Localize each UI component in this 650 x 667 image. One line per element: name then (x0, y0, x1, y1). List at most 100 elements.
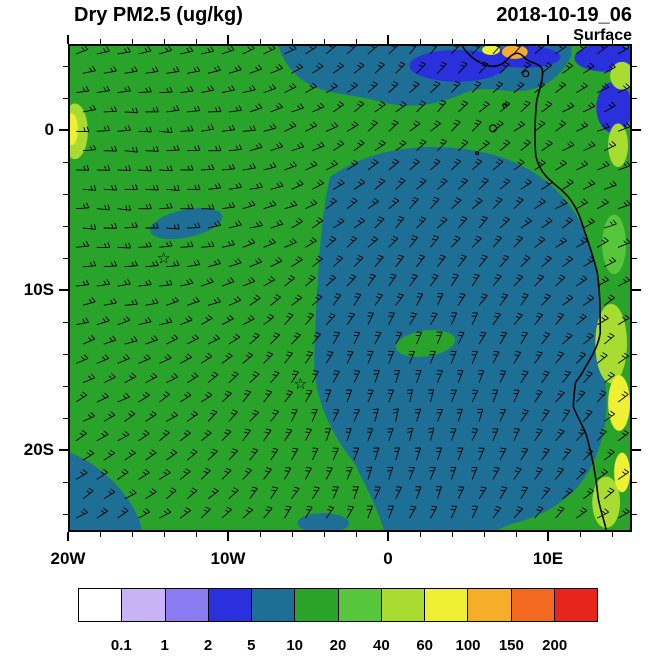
axis-tick (515, 39, 517, 44)
axis-tick (291, 532, 293, 537)
axis-tick (632, 481, 637, 483)
island-outline (475, 151, 480, 156)
x-tick-label: 0 (383, 549, 393, 568)
x-tick-label: 20W (50, 549, 86, 568)
axis-tick (63, 513, 68, 515)
axis-tick (63, 417, 68, 419)
map-plot: ☆☆ (70, 46, 630, 530)
axis-tick (632, 129, 641, 131)
colorbar-box (380, 588, 425, 622)
axis-tick (227, 532, 229, 541)
axis-tick (67, 35, 69, 44)
axis-tick (632, 385, 637, 387)
axis-tick (483, 39, 485, 44)
axis-tick (355, 39, 357, 44)
axis-tick (323, 39, 325, 44)
field-region (610, 61, 630, 90)
field-region (608, 123, 629, 167)
axis-tick (227, 35, 229, 44)
colorbar-tick-label: 10 (286, 637, 303, 654)
axis-tick (63, 353, 68, 355)
colorbar-box (467, 588, 512, 622)
axis-tick (355, 532, 357, 537)
field-region (297, 513, 349, 530)
axis-tick (195, 532, 197, 537)
axis-tick (611, 39, 613, 44)
axis-tick (63, 161, 68, 163)
y-tick-label: 20S (23, 440, 54, 459)
island-outline (502, 102, 508, 109)
field-region (70, 113, 78, 146)
axis-tick (63, 225, 68, 227)
star-marker: ☆ (157, 249, 171, 268)
axis-tick (515, 532, 517, 537)
axis-tick (259, 532, 261, 537)
colorbar-tick-label: 2 (203, 637, 213, 654)
map-frame: ☆ ☆ (68, 44, 632, 532)
field-region (70, 452, 142, 530)
axis-tick (163, 532, 165, 537)
plot-title: Dry PM2.5 (ug/kg) (74, 4, 243, 26)
field-region (596, 81, 630, 134)
axis-tick (67, 532, 69, 541)
island-outline (522, 70, 530, 78)
axis-tick (195, 39, 197, 44)
colorbar-tick-label: 60 (416, 637, 433, 654)
colorbar-box (294, 588, 339, 622)
axis-tick (59, 449, 68, 451)
markers-layer: ☆☆ (157, 249, 308, 393)
field-region (150, 207, 223, 240)
field-region (608, 375, 630, 431)
axis-tick (451, 39, 453, 44)
axis-tick (163, 39, 165, 44)
plot-level-label: Surface (573, 27, 632, 44)
colorbar-tick-label: 1 (160, 637, 169, 654)
colorbar-box (424, 588, 469, 622)
field-region (409, 49, 505, 82)
axis-tick (632, 225, 637, 227)
axis-tick (323, 532, 325, 537)
y-tick-label: 10S (23, 280, 54, 299)
colorbar (78, 588, 598, 622)
field-region (614, 452, 630, 493)
island-outline (488, 124, 498, 133)
axis-tick (632, 65, 637, 67)
colorbar-box (510, 588, 555, 622)
wind-barbs-layer (75, 46, 630, 519)
colorbar-box (207, 588, 252, 622)
axis-tick (131, 532, 133, 537)
axis-tick (483, 532, 485, 537)
axis-tick (632, 417, 637, 419)
axis-tick (579, 532, 581, 537)
axis-tick (63, 97, 68, 99)
axis-tick (611, 532, 613, 537)
axis-tick (387, 35, 389, 44)
x-tick-label: 10E (532, 549, 564, 568)
axis-tick (59, 289, 68, 291)
axis-tick (632, 353, 637, 355)
colorbar-tick-label: 200 (542, 637, 568, 654)
colorbar-tick-label: 100 (455, 637, 481, 654)
field-region (482, 46, 500, 55)
plot-datetime: 2018-10-19_06 (496, 4, 632, 26)
axis-tick (59, 129, 68, 131)
axis-tick (547, 35, 549, 44)
axis-tick (259, 39, 261, 44)
axis-tick (63, 321, 68, 323)
colorbar-box (553, 588, 598, 622)
axis-tick (387, 532, 389, 541)
axis-tick (99, 532, 101, 537)
colorbar-box (337, 588, 382, 622)
star-marker: ☆ (293, 374, 307, 393)
colorbar-tick-label: 0.1 (110, 637, 132, 654)
axis-tick (63, 193, 68, 195)
axis-tick (632, 289, 641, 291)
colorbar-box (164, 588, 209, 622)
colorbar-box (78, 588, 123, 622)
axis-tick (419, 532, 421, 537)
colorbar-tick-label: 40 (372, 637, 390, 654)
axis-tick (579, 39, 581, 44)
field-region (592, 476, 621, 529)
axis-tick (632, 97, 637, 99)
